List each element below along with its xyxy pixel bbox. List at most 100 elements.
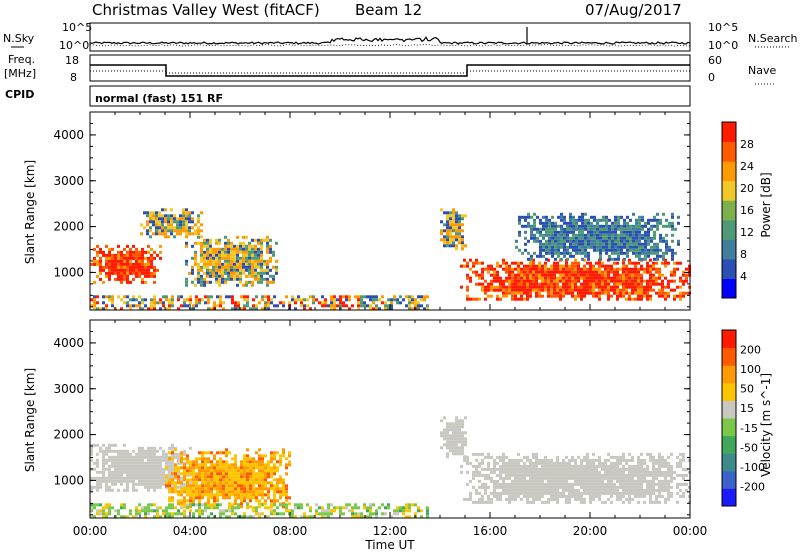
scatter-cell <box>174 469 177 473</box>
scatter-cell <box>571 458 574 462</box>
scatter-cell <box>218 277 221 281</box>
scatter-cell <box>276 469 279 473</box>
scatter-cell <box>505 473 508 477</box>
scatter-cell <box>203 280 206 284</box>
scatter-cell <box>559 285 562 289</box>
scatter-cell <box>650 227 653 231</box>
scatter-cell <box>159 461 162 465</box>
scatter-cell <box>499 482 502 486</box>
scatter-cell <box>201 475 204 479</box>
scatter-cell <box>207 487 210 491</box>
scatter-cell <box>604 285 607 289</box>
scatter-cell <box>111 304 114 308</box>
scatter-cell <box>616 485 619 489</box>
colorbar-tick-label: 12 <box>740 226 754 239</box>
scatter-cell <box>251 259 254 263</box>
scatter-cell <box>114 265 117 269</box>
scatter-cell <box>90 446 93 450</box>
scatter-cell <box>219 512 222 516</box>
scatter-cell <box>593 239 596 243</box>
scatter-cell <box>153 265 156 269</box>
scatter-cell <box>183 515 186 519</box>
scatter-cell <box>264 454 267 458</box>
scatter-cell <box>526 497 529 501</box>
scatter-cell <box>197 241 200 245</box>
scatter-cell <box>559 491 562 495</box>
scatter-cell <box>583 476 586 480</box>
scatter-cell <box>590 221 593 225</box>
scatter-cell <box>446 437 449 441</box>
scatter-cell <box>246 469 249 473</box>
scatter-cell <box>336 298 339 302</box>
scatter-cell <box>156 506 159 510</box>
scatter-cell <box>200 280 203 284</box>
scatter-cell <box>240 475 243 479</box>
scatter-cell <box>257 265 260 269</box>
scatter-cell <box>628 285 631 289</box>
scatter-cell <box>670 452 673 456</box>
scatter-cell <box>272 265 275 269</box>
scatter-cell <box>390 515 393 519</box>
scatter-cell <box>261 496 264 500</box>
scatter-cell <box>150 452 153 456</box>
scatter-cell <box>596 233 599 237</box>
scatter-cell <box>455 223 458 227</box>
scatter-cell <box>587 242 590 246</box>
scatter-cell <box>571 294 574 298</box>
scatter-cell <box>188 232 191 236</box>
scatter-cell <box>206 280 209 284</box>
scatter-cell <box>102 509 105 513</box>
scatter-cell <box>541 276 544 280</box>
scatter-cell <box>523 467 526 471</box>
scatter-cell <box>602 230 605 234</box>
scatter-cell <box>581 233 584 237</box>
scatter-cell <box>327 304 330 308</box>
scatter-cell <box>239 259 242 263</box>
scatter-cell <box>203 241 206 245</box>
scatter-cell <box>150 458 153 462</box>
scatter-cell <box>529 273 532 277</box>
scatter-cell <box>517 470 520 474</box>
scatter-cell <box>357 506 360 510</box>
scatter-cell <box>589 276 592 280</box>
scatter-cell <box>285 503 288 507</box>
scatter-cell <box>505 485 508 489</box>
scatter-cell <box>171 496 174 500</box>
scatter-cell <box>655 476 658 480</box>
scatter-cell <box>583 485 586 489</box>
scatter-cell <box>484 291 487 295</box>
scatter-cell <box>105 515 108 519</box>
scatter-cell <box>194 250 197 254</box>
scatter-cell <box>249 505 252 509</box>
scatter-cell <box>248 256 251 260</box>
scatter-cell <box>520 497 523 501</box>
scatter-cell <box>499 473 502 477</box>
scatter-cell <box>177 307 180 311</box>
scatter-cell <box>197 262 200 266</box>
scatter-cell <box>186 487 189 491</box>
scatter-cell <box>478 297 481 301</box>
scatter-cell <box>108 506 111 510</box>
scatter-cell <box>637 458 640 462</box>
scatter-cell <box>584 245 587 249</box>
scatter-cell <box>195 484 198 488</box>
scatter-cell <box>240 463 243 467</box>
scatter-cell <box>452 425 455 429</box>
scatter-cell <box>227 277 230 281</box>
scatter-cell <box>191 268 194 272</box>
scatter-cell <box>150 446 153 450</box>
scatter-cell <box>285 506 288 510</box>
scatter-cell <box>655 470 658 474</box>
scatter-cell <box>162 452 165 456</box>
scatter-cell <box>656 218 659 222</box>
scatter-cell <box>288 502 291 506</box>
scatter-cell <box>526 297 529 301</box>
scatter-cell <box>300 503 303 507</box>
scatter-cell <box>123 479 126 483</box>
scatter-cell <box>580 288 583 292</box>
scatter-cell <box>266 244 269 248</box>
scatter-cell <box>186 499 189 503</box>
scatter-cell <box>455 419 458 423</box>
scatter-cell <box>458 419 461 423</box>
scatter-cell <box>514 497 517 501</box>
